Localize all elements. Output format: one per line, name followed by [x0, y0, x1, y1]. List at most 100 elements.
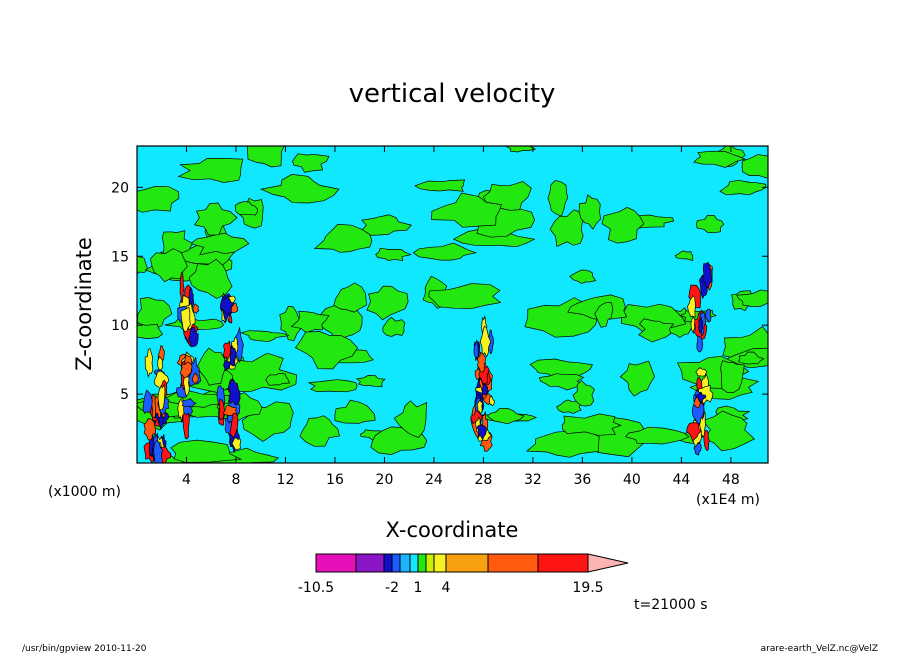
x-unit-left: (x1000 m): [48, 484, 121, 500]
updraft-core: [476, 351, 486, 373]
x-tick-label: 24: [425, 472, 443, 488]
updraft-core: [489, 395, 495, 407]
updraft-core: [220, 296, 235, 315]
updraft-core: [690, 316, 696, 335]
updraft-core: [218, 398, 225, 421]
colorbar-swatch: [487, 553, 539, 573]
updraft-core: [698, 316, 704, 334]
x-axis-label: X-coordinate: [386, 518, 519, 542]
contour-patch: [299, 415, 340, 447]
x-tick-label: 12: [277, 472, 295, 488]
y-tick-label: 15: [111, 249, 129, 265]
x-tick-label: 32: [524, 472, 542, 488]
y-tick-label: 10: [111, 318, 129, 334]
updraft-core: [188, 326, 199, 348]
contour-patch: [594, 302, 614, 328]
contour-patch: [412, 242, 478, 261]
updraft-core: [229, 344, 237, 367]
contour-patch: [720, 360, 745, 394]
updraft-core: [696, 335, 704, 353]
contour-patch: [246, 146, 285, 168]
x-tick-label: 28: [475, 472, 493, 488]
colorbar-swatch: [391, 553, 401, 573]
colorbar-swatch: [383, 553, 393, 573]
updraft-core: [192, 303, 200, 315]
x-tick-label: 8: [232, 472, 241, 488]
contour-patch: [737, 351, 765, 365]
updraft-core: [151, 393, 156, 419]
updraft-core: [192, 372, 199, 385]
updraft-core: [227, 313, 233, 324]
velocity-field: [137, 146, 768, 463]
contour-patch: [696, 215, 725, 234]
y-tick-label: 5: [120, 387, 129, 403]
contour-patch: [638, 318, 675, 343]
contour-patch: [170, 439, 243, 463]
contour-patch: [307, 379, 358, 393]
updraft-core: [223, 340, 231, 361]
colorbar-tick-label: 19.5: [572, 580, 603, 596]
updraft-core: [142, 389, 155, 414]
updraft-core: [227, 378, 241, 406]
x-axis-ticks: 4 8 12 16 20 24 28 32 36 40 44 48: [182, 146, 740, 488]
colorbar-ticks: -10.5 -2 1 4 19.5: [298, 580, 604, 596]
x-tick-label: 20: [376, 472, 394, 488]
contour-patch: [741, 154, 768, 179]
contour-patch: [234, 201, 258, 216]
colorbar-overflow-arrow: [587, 553, 629, 573]
contour-patch: [334, 399, 376, 424]
x-tick-label: 4: [182, 472, 191, 488]
y-axis-label: Z-coordinate: [72, 237, 96, 371]
contour-patch: [569, 269, 597, 284]
updraft-core: [153, 439, 163, 463]
updraft-core: [695, 367, 708, 377]
contour-patch: [292, 153, 330, 173]
contour-patch: [601, 206, 645, 244]
colorbar: [315, 553, 629, 573]
updraft-core: [476, 424, 487, 441]
x-tick-label: 44: [672, 472, 690, 488]
contour-patch: [240, 330, 290, 343]
updraft-core: [157, 383, 166, 411]
contour-patch: [194, 202, 238, 236]
contour-patch: [486, 407, 525, 425]
footer-right: arare-earth_VelZ.nc@VelZ: [761, 644, 878, 654]
updraft-core: [481, 384, 489, 396]
updraft-core: [180, 306, 191, 333]
contour-patch: [137, 297, 173, 332]
updraft-core: [182, 411, 190, 440]
colorbar-swatch: [445, 553, 489, 573]
contour-patch: [506, 146, 537, 153]
y-axis-ticks: 5 10 15 20: [111, 180, 768, 403]
colorbar-tick-label: -2: [385, 580, 399, 596]
contour-patch: [290, 310, 330, 334]
contour-patch: [693, 150, 747, 168]
contour-patch: [366, 285, 409, 321]
contour-patch: [428, 283, 502, 310]
footer-left: /usr/bin/gpview 2010-11-20: [22, 644, 147, 654]
contour-patch: [393, 400, 428, 439]
contour-patch: [361, 214, 412, 236]
updraft-core: [143, 417, 157, 441]
updraft-core: [188, 286, 195, 309]
contour-patch: [177, 157, 244, 183]
contour-patch: [333, 282, 367, 313]
updraft-core: [179, 361, 193, 379]
contour-patch: [313, 224, 373, 253]
contour-patch: [625, 426, 690, 445]
colorbar-swatch: [425, 553, 435, 573]
contour-patch: [701, 410, 756, 452]
contour-patch: [561, 413, 622, 436]
updraft-core: [222, 404, 238, 417]
colorbar-swatch: [409, 553, 419, 573]
updraft-core: [687, 295, 696, 319]
contour-patch: [265, 373, 291, 386]
contour-patch: [674, 250, 694, 261]
contour-patch: [431, 192, 502, 228]
colorbar-swatch: [417, 553, 427, 573]
contour-patch: [382, 316, 406, 337]
updraft-core: [704, 308, 712, 323]
contour-patch: [294, 331, 359, 370]
updraft-core: [157, 355, 164, 371]
contour-patch: [572, 379, 595, 407]
